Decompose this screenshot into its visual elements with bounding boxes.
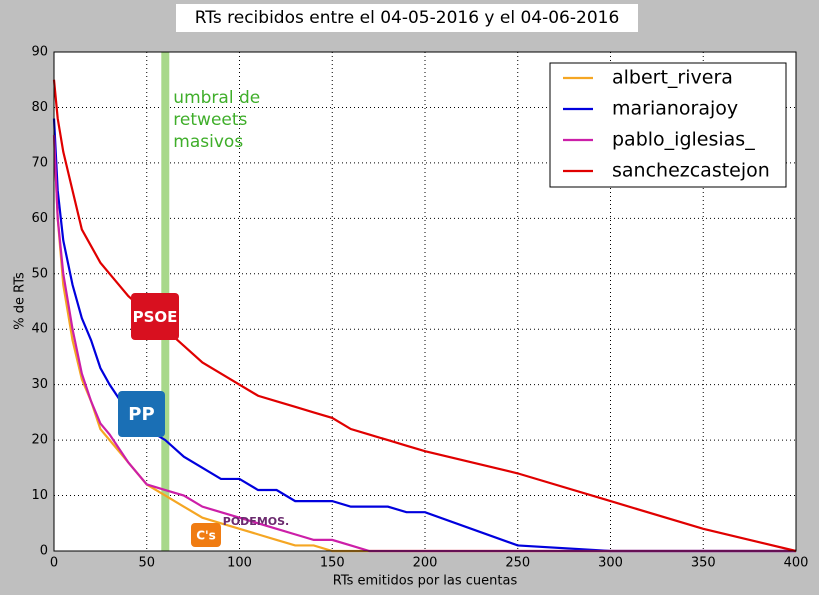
y-tick-label: 70 bbox=[31, 155, 48, 170]
legend-label: marianorajoy bbox=[612, 98, 738, 120]
x-tick-label: 100 bbox=[227, 556, 252, 571]
x-tick-label: 200 bbox=[413, 556, 438, 571]
logo-text: C's bbox=[196, 529, 216, 543]
x-tick-label: 50 bbox=[138, 556, 155, 571]
chart-title: RTs recibidos entre el 04-05-2016 y el 0… bbox=[195, 8, 620, 28]
x-axis-label: RTs emitidos por las cuentas bbox=[333, 574, 518, 589]
logo-text: PODEMOS. bbox=[223, 515, 289, 528]
logo-box bbox=[118, 391, 165, 437]
logo-box bbox=[191, 523, 221, 547]
x-tick-label: 150 bbox=[320, 556, 345, 571]
y-tick-label: 30 bbox=[31, 377, 48, 392]
x-tick-label: 400 bbox=[784, 556, 809, 571]
legend-label: sanchezcastejon bbox=[612, 160, 770, 182]
annotation: masivos bbox=[173, 132, 243, 152]
series-line bbox=[52, 118, 796, 553]
legend-box bbox=[549, 62, 787, 188]
y-tick-label: 40 bbox=[31, 322, 48, 337]
x-tick-label: 350 bbox=[691, 556, 716, 571]
y-tick-label: 0 bbox=[40, 544, 48, 559]
title-box bbox=[176, 4, 638, 32]
x-tick-label: 0 bbox=[50, 556, 58, 571]
x-tick-label: 300 bbox=[598, 556, 623, 571]
y-tick-label: 60 bbox=[31, 211, 48, 226]
logo-box bbox=[131, 293, 179, 340]
y-tick-label: 10 bbox=[31, 488, 48, 503]
y-tick-label: 50 bbox=[31, 266, 48, 281]
x-tick-label: 250 bbox=[505, 556, 530, 571]
y-tick-label: 20 bbox=[31, 433, 48, 448]
y-axis-label: % de RTs bbox=[13, 272, 28, 330]
y-tick-label: 80 bbox=[31, 100, 48, 115]
series-line bbox=[52, 79, 797, 553]
annotation: retweets bbox=[173, 110, 247, 130]
plot-frame bbox=[53, 51, 797, 552]
legend-label: pablo_iglesias_ bbox=[612, 129, 755, 151]
logo-text: PSOE bbox=[133, 308, 178, 326]
legend-label: albert_rivera bbox=[612, 67, 733, 89]
y-tick-label: 90 bbox=[31, 45, 48, 60]
annotation: umbral de bbox=[173, 88, 260, 108]
logo-text: PP bbox=[128, 404, 154, 425]
